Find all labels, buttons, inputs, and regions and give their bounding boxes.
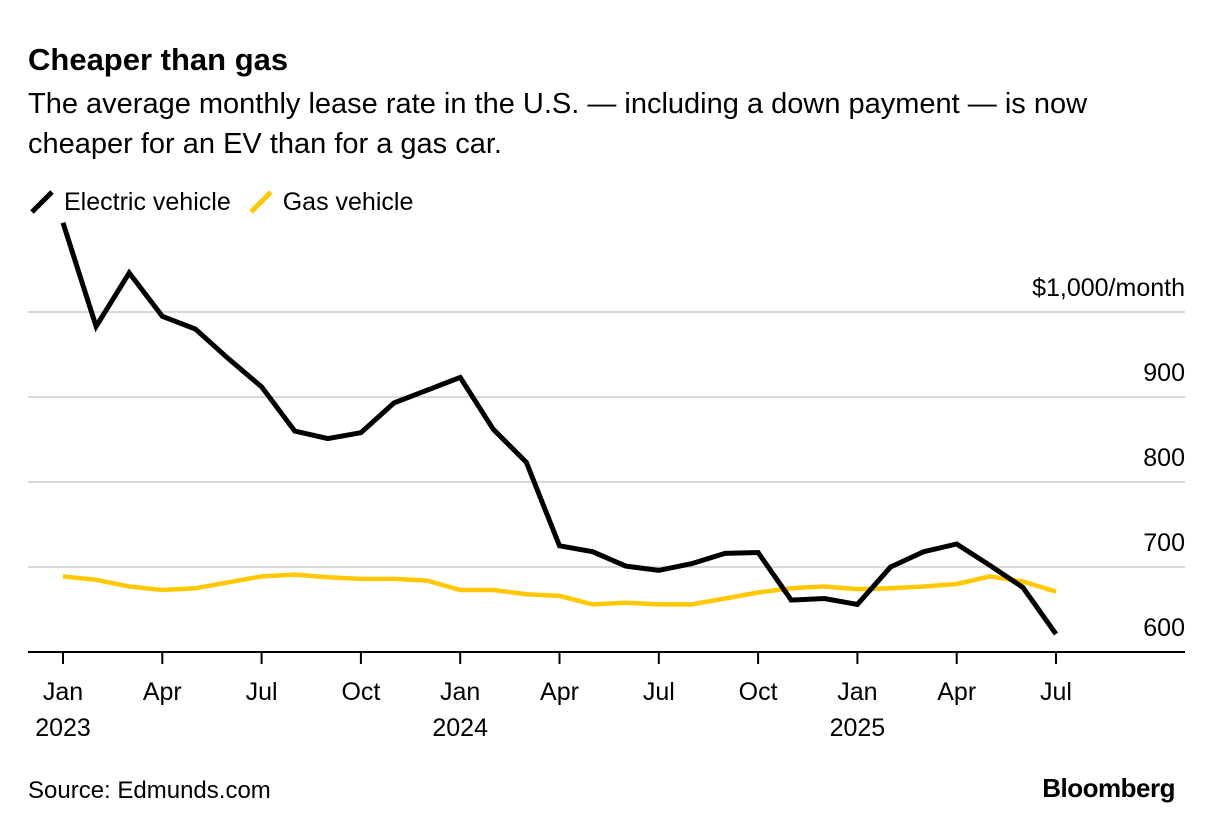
- legend-item-gas-vehicle: Gas vehicle: [247, 187, 414, 217]
- x-tick-label-9: Oct: [341, 678, 380, 706]
- y-tick-label-600: 600: [1143, 614, 1185, 642]
- x-tick-label-18: Jul: [643, 678, 675, 706]
- chart-title: Cheaper than gas: [28, 42, 289, 77]
- x-year-label-2025: 2025: [830, 714, 886, 742]
- chart-legend: Electric vehicle Gas vehicle: [28, 184, 429, 220]
- y-tick-label-800: 800: [1143, 444, 1185, 472]
- series-line-gas-vehicle: [62, 572, 1057, 607]
- legend-swatch-gas-line: [248, 190, 273, 214]
- source-note: Source: Edmunds.com: [28, 777, 271, 804]
- legend-item-electric-vehicle: Electric vehicle: [28, 188, 231, 217]
- x-tick-label-12: Jan: [440, 678, 480, 706]
- x-tick-label-15: Apr: [540, 678, 579, 706]
- y-tick-label-900: 900: [1143, 359, 1185, 387]
- series-line-electric-vehicle: [60, 222, 1059, 636]
- x-year-label-2023: 2023: [35, 714, 91, 742]
- x-tick-label-30: Jul: [1040, 678, 1072, 706]
- y-tick-label-1000: $1,000/month: [1032, 274, 1185, 302]
- legend-label-gas-vehicle: Gas vehicle: [282, 187, 414, 216]
- x-tick-label-0: Jan: [43, 678, 83, 706]
- x-tick-label-24: Jan: [837, 678, 877, 706]
- bloomberg-logo: Bloomberg: [1042, 773, 1175, 803]
- x-tick-label-27: Apr: [937, 678, 976, 706]
- y-tick-label-700: 700: [1143, 529, 1185, 557]
- chart-subtitle: The average monthly lease rate in the U.…: [28, 88, 1088, 160]
- legend-label-electric-vehicle: Electric vehicle: [64, 187, 231, 216]
- x-tick-label-6: Jul: [246, 678, 278, 706]
- x-tick-label-3: Apr: [143, 678, 182, 706]
- legend-swatch-gas-vehicle: [248, 190, 273, 214]
- x-tick-label-21: Oct: [739, 678, 778, 706]
- legend-swatch-ev-line: [30, 190, 54, 214]
- x-year-label-2024: 2024: [432, 714, 488, 742]
- legend-swatch-electric-vehicle: [30, 190, 54, 214]
